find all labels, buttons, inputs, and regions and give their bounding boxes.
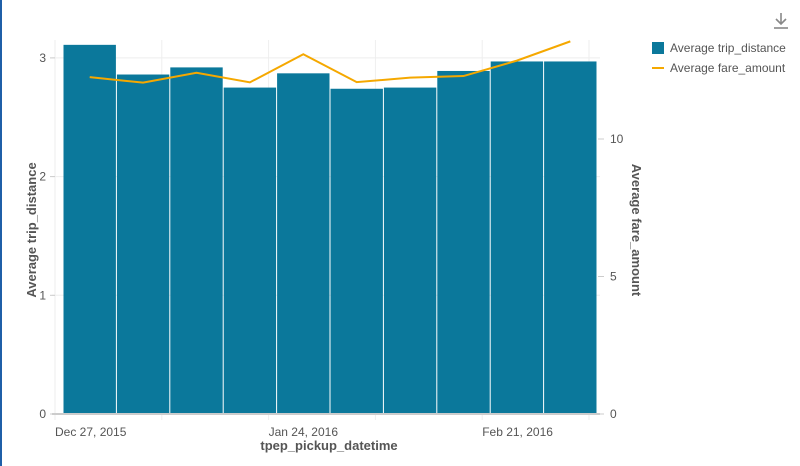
y-right-axis-title: Average fare_amount [629, 164, 644, 297]
download-icon[interactable] [772, 10, 790, 30]
legend: Average trip_distance Average fare_amoun… [652, 38, 786, 78]
bar [63, 44, 116, 415]
bar [277, 73, 330, 415]
y-left-tick-label: 0 [39, 407, 46, 421]
bar [223, 87, 277, 414]
bar [116, 74, 170, 414]
bar [170, 67, 223, 415]
legend-swatch-bar [652, 42, 664, 54]
y-left-tick-label: 3 [39, 51, 46, 65]
legend-label: Average fare_amount [670, 61, 786, 75]
legend-item-trip-distance[interactable]: Average trip_distance [652, 38, 786, 58]
x-tick-label: Feb 21, 2016 [482, 425, 553, 439]
bar [383, 87, 437, 414]
y-left-axis-title: Average trip_distance [24, 162, 39, 297]
bar [330, 88, 383, 415]
y-right-tick-label: 5 [610, 270, 617, 284]
y-right-tick-label: 0 [610, 407, 617, 421]
y-right-tick-label: 10 [610, 132, 624, 146]
x-axis-title: tpep_pickup_datetime [260, 438, 397, 453]
bar [437, 70, 490, 414]
x-tick-label: Jan 24, 2016 [269, 425, 339, 439]
x-tick-label: Dec 27, 2015 [55, 425, 127, 439]
legend-item-fare-amount[interactable]: Average fare_amount [652, 58, 786, 78]
y-left-tick-label: 1 [39, 288, 46, 302]
y-left-tick-label: 2 [39, 170, 46, 184]
bar [544, 61, 597, 414]
fare-line [89, 40, 571, 84]
legend-swatch-line [652, 67, 664, 69]
window-edge [0, 0, 2, 466]
legend-label: Average trip_distance [670, 41, 786, 55]
bar [490, 61, 544, 414]
